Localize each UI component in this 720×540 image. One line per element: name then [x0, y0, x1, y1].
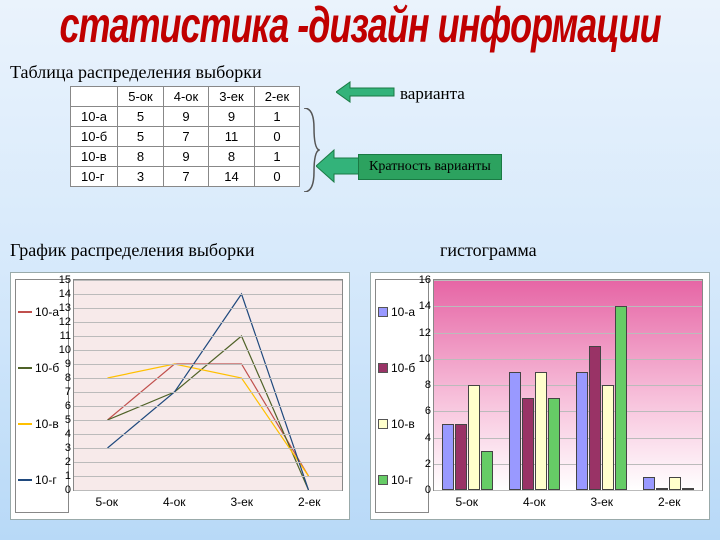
ytick-label: 16 — [419, 274, 434, 286]
table-row: 10-а5991 — [71, 107, 300, 127]
bar — [442, 424, 454, 490]
xaxis-label: 3-ек — [568, 495, 636, 515]
bar — [669, 477, 681, 490]
bar — [535, 372, 547, 490]
bar — [481, 451, 493, 490]
legend-item: 10-б — [18, 361, 66, 375]
ytick-label: 4 — [425, 432, 434, 444]
line-chart-svg — [74, 280, 342, 490]
table-row: 10-в8981 — [71, 147, 300, 167]
table-header — [71, 87, 118, 107]
bar — [468, 385, 480, 490]
ytick-label: 6 — [65, 400, 74, 412]
line-chart-plot: 0123456789101112131415 — [73, 279, 343, 491]
ytick-label: 11 — [60, 330, 74, 342]
ytick-label: 12 — [419, 327, 434, 339]
ytick-label: 2 — [425, 458, 434, 470]
line-chart-xaxis: 5-ок4-ок3-ек2-ек — [73, 495, 343, 515]
arrow-variant-icon — [336, 80, 396, 104]
brace-icon — [302, 108, 320, 192]
bar — [548, 398, 560, 490]
bar-chart-plot: 0246810121416 — [433, 279, 703, 491]
legend-item: 10-в — [18, 417, 66, 431]
bar-chart: 10-а10-б10-в10-г 0246810121416 5-ок4-ок3… — [370, 272, 710, 520]
legend-item: 10-в — [378, 417, 426, 431]
table-header: 4-ок — [163, 87, 208, 107]
line-chart-legend: 10-а10-б10-в10-г — [15, 279, 69, 513]
ytick-label: 12 — [59, 316, 74, 328]
bar — [455, 424, 467, 490]
xaxis-label: 4-ок — [141, 495, 209, 515]
bar-group — [576, 280, 627, 490]
bar-group — [442, 280, 493, 490]
ytick-label: 8 — [65, 372, 74, 384]
ytick-label: 14 — [59, 288, 74, 300]
arrow-left-icon — [316, 148, 360, 184]
ytick-label: 10 — [59, 344, 74, 356]
xaxis-label: 2-ек — [276, 495, 344, 515]
distribution-table: 5-ок 4-ок 3-ек 2-ек 10-а5991 10-б57110 1… — [70, 86, 300, 187]
ytick-label: 5 — [65, 414, 74, 426]
table-header: 5-ок — [118, 87, 163, 107]
table-heading: Таблица распределения выборки — [10, 62, 262, 83]
table-row: 10-б57110 — [71, 127, 300, 147]
bar — [656, 488, 668, 490]
xaxis-label: 5-ок — [433, 495, 501, 515]
ytick-label: 3 — [65, 442, 74, 454]
table-header: 2-ек — [254, 87, 299, 107]
ytick-label: 4 — [65, 428, 74, 440]
bar — [615, 306, 627, 490]
xaxis-label: 3-ек — [208, 495, 276, 515]
xaxis-label: 5-ок — [73, 495, 141, 515]
table-row: 10-г37140 — [71, 167, 300, 187]
page-title: статистика -дизайн информации — [0, 0, 720, 54]
bar — [682, 488, 694, 490]
bar-group — [643, 280, 694, 490]
ytick-label: 7 — [65, 386, 74, 398]
xaxis-label: 2-ек — [636, 495, 704, 515]
ytick-label: 8 — [425, 379, 434, 391]
bar — [509, 372, 521, 490]
ytick-label: 13 — [59, 302, 74, 314]
xaxis-label: 4-ок — [501, 495, 569, 515]
table-header: 3-ек — [209, 87, 254, 107]
bar — [576, 372, 588, 490]
bar-chart-heading: гистограмма — [440, 240, 537, 261]
ytick-label: 1 — [65, 470, 74, 482]
ytick-label: 14 — [419, 300, 434, 312]
bar — [643, 477, 655, 490]
ytick-label: 6 — [425, 405, 434, 417]
bar-chart-xaxis: 5-ок4-ок3-ек2-ек — [433, 495, 703, 515]
bar — [602, 385, 614, 490]
table-header-row: 5-ок 4-ок 3-ек 2-ек — [71, 87, 300, 107]
ytick-label: 9 — [65, 358, 74, 370]
ytick-label: 10 — [419, 353, 434, 365]
multiplicity-callout: Кратность варианты — [358, 154, 502, 180]
legend-item: 10-г — [18, 473, 66, 487]
variant-label: варианта — [400, 84, 465, 104]
line-chart: 10-а10-б10-в10-г 0123456789101112131415 … — [10, 272, 350, 520]
ytick-label: 15 — [59, 274, 74, 286]
bar — [522, 398, 534, 490]
legend-item: 10-г — [378, 473, 426, 487]
bar-group — [509, 280, 560, 490]
bar — [589, 346, 601, 490]
line-chart-heading: График распределения выборки — [10, 240, 254, 261]
ytick-label: 2 — [65, 456, 74, 468]
bar-chart-legend: 10-а10-б10-в10-г — [375, 279, 429, 513]
